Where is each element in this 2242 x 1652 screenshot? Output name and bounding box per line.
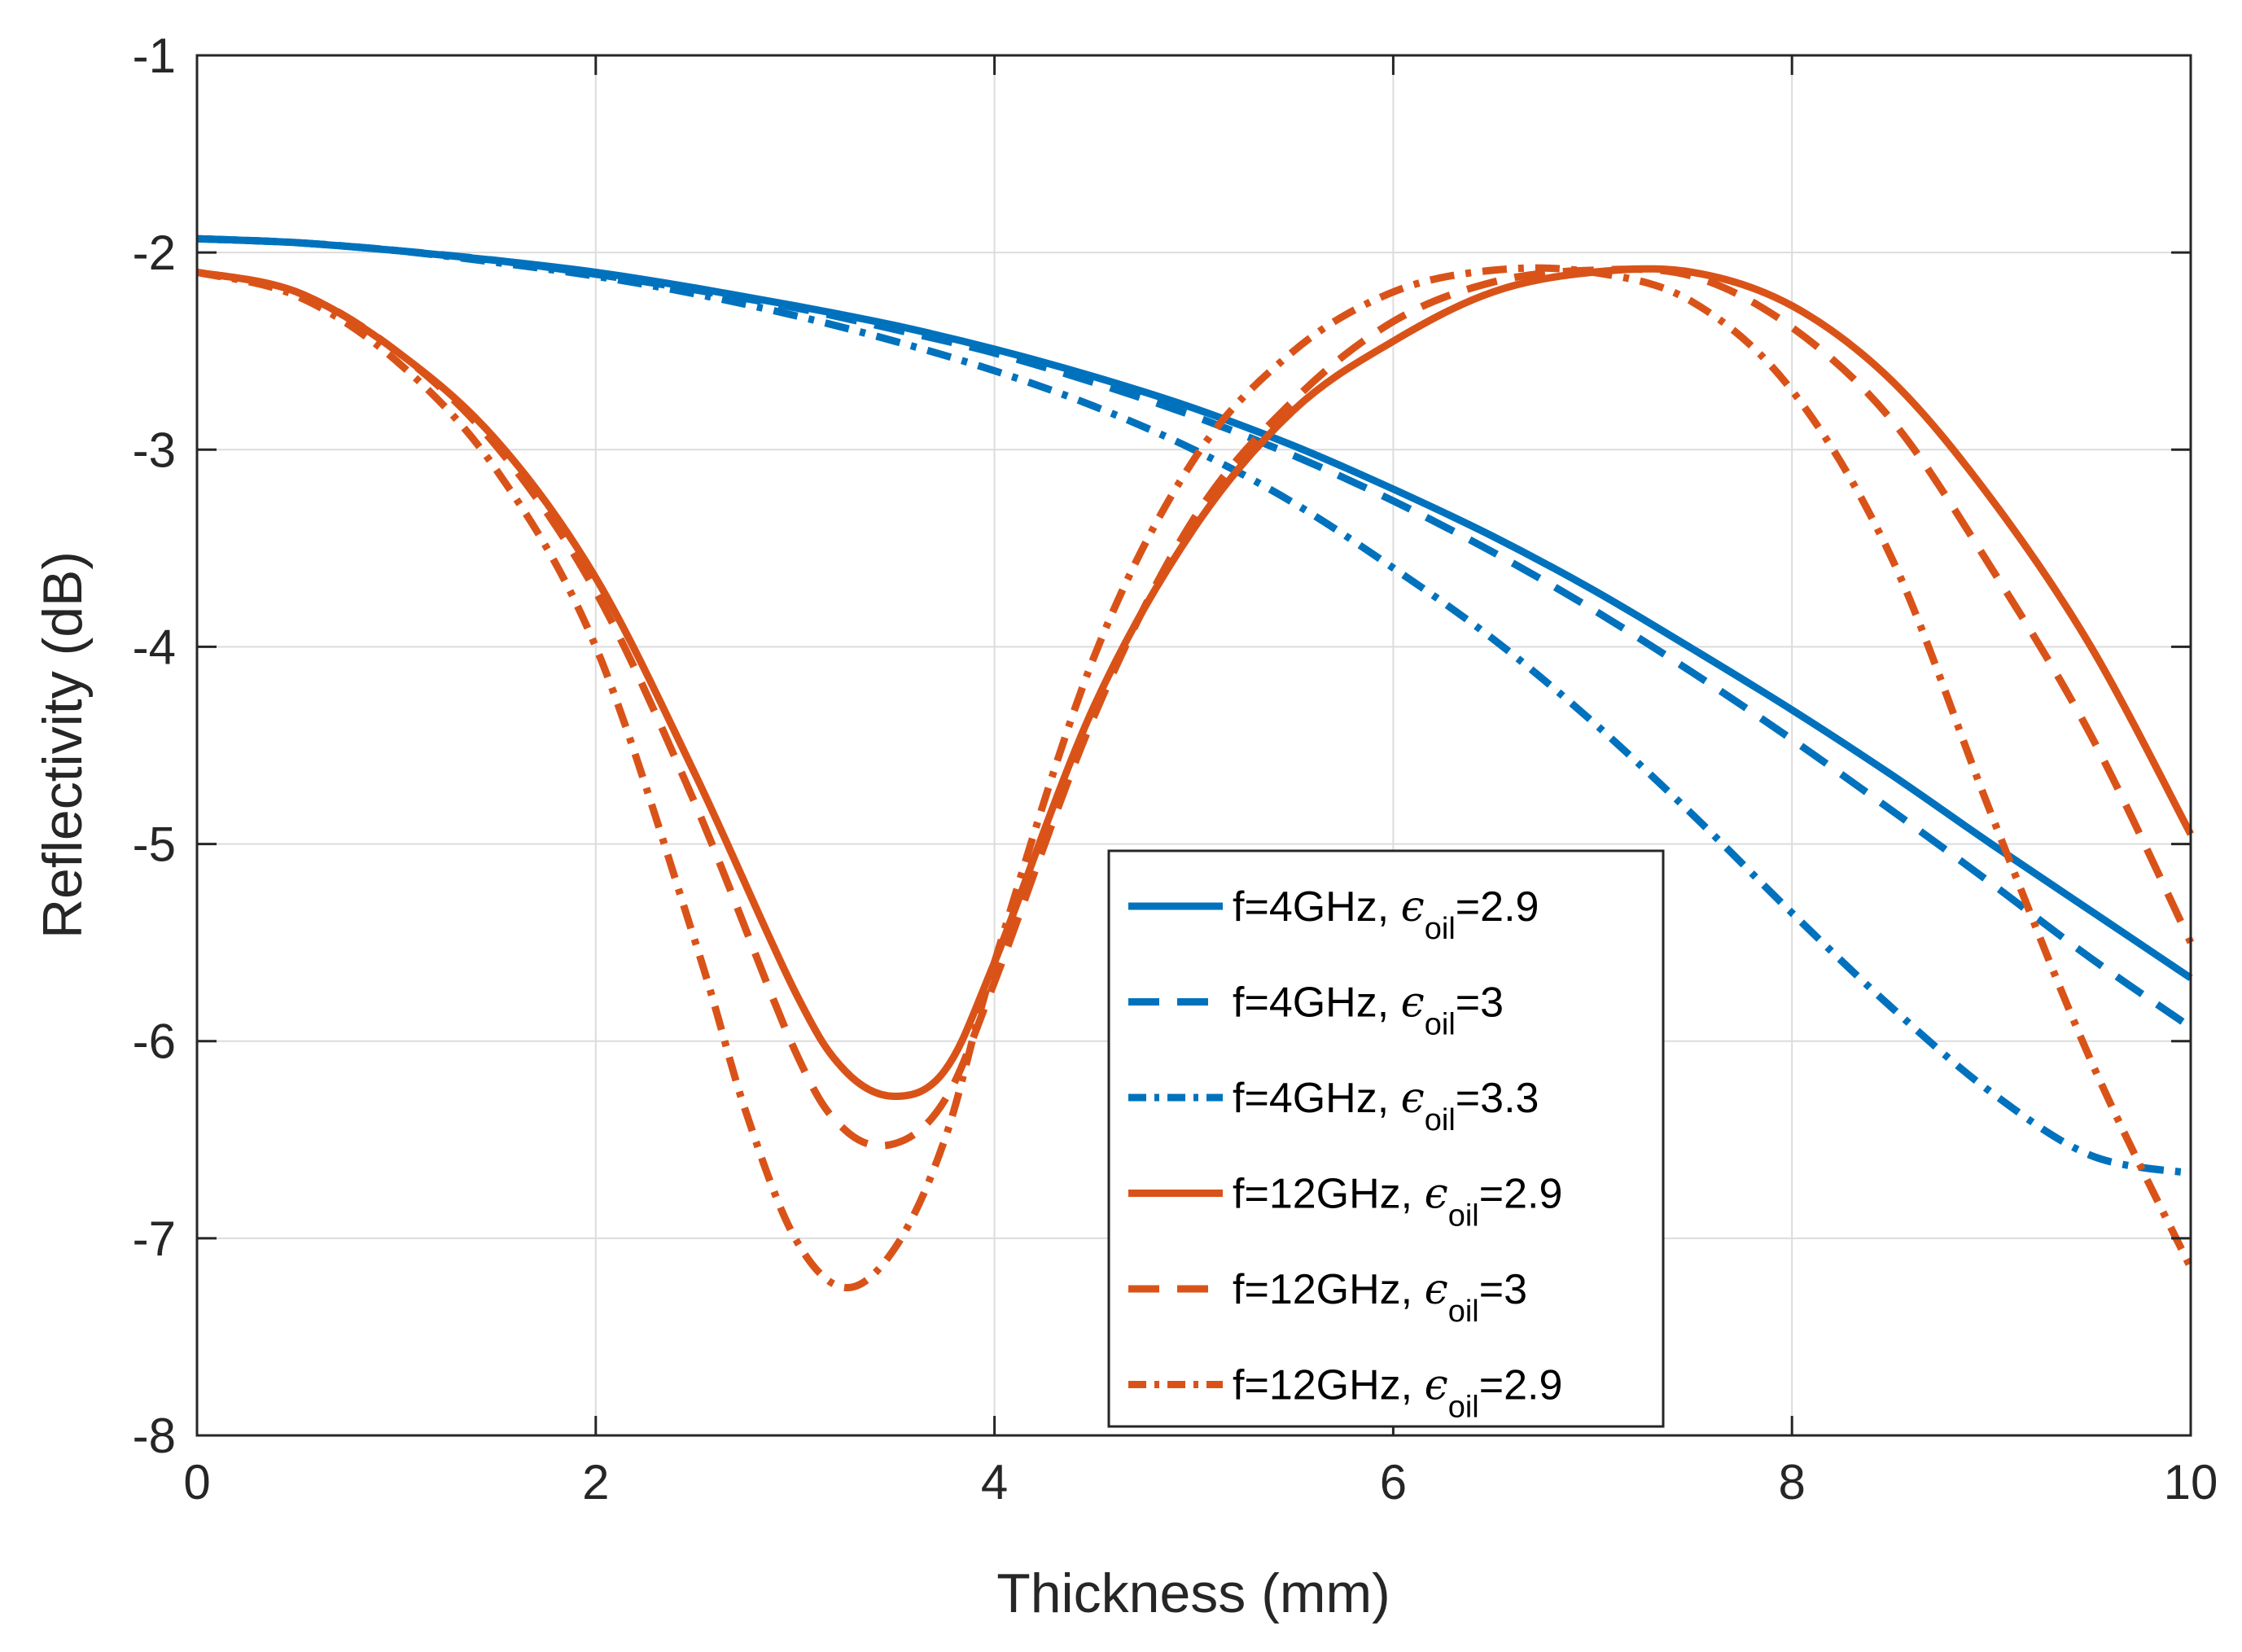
series-layer (195, 234, 2195, 1291)
x-tick-label: 10 (2164, 1455, 2218, 1510)
legend-entry: f=4GHz, ϵoil=2.9 (1128, 883, 1539, 946)
legend-label: f=4GHz, ϵoil=2.9 (1233, 883, 1539, 946)
legend-entry: f=4GHz, ϵoil=3 (1128, 979, 1504, 1042)
y-tick-label: -2 (133, 226, 176, 280)
y-tick-label: -3 (133, 423, 176, 477)
legend-box (1107, 849, 1665, 1428)
y-tick-label: -1 (133, 28, 176, 83)
legend-entry: f=12GHz, ϵoil=2.9 (1128, 1361, 1562, 1425)
legend-label: f=12GHz, ϵoil=2.9 (1233, 1361, 1562, 1425)
ticks (195, 54, 2192, 1437)
x-tick-label: 2 (582, 1455, 609, 1510)
y-axis-title: Reflectivity (dB) (32, 551, 94, 939)
legend-entry: f=12GHz, ϵoil=2.9 (1128, 1170, 1562, 1234)
legend-label: f=12GHz, ϵoil=3 (1233, 1265, 1527, 1329)
axes-box (195, 54, 2192, 1437)
x-tick-label: 8 (1779, 1455, 1806, 1510)
series-line-5 (196, 265, 2195, 1150)
tick-labels: 0 2 4 6 8 10 -1 -2 -3 -4 -5 -6 -7 -8 (133, 28, 2218, 1510)
legend: f=4GHz, ϵoil=2.9 f=4GHz, ϵoil=3 f=4GHz, ϵo… (1107, 849, 1665, 1428)
legend-entry: f=12GHz, ϵoil=3 (1128, 1265, 1527, 1329)
x-tick-label: 4 (981, 1455, 1008, 1510)
series-line-3 (196, 234, 2192, 1177)
series-line-2 (196, 234, 2193, 1031)
x-tick-label: 6 (1380, 1455, 1407, 1510)
grid (197, 55, 2191, 1435)
legend-label: f=4GHz, ϵoil=3 (1233, 979, 1504, 1042)
y-tick-label: -7 (133, 1212, 176, 1266)
y-tick-label: -5 (133, 817, 176, 872)
x-axis-title: Thickness (mm) (996, 1562, 1390, 1624)
series-line-4 (196, 265, 2194, 1100)
y-tick-label: -8 (133, 1409, 176, 1463)
y-tick-label: -6 (133, 1014, 176, 1069)
legend-entry: f=4GHz, ϵoil=3.3 (1128, 1074, 1539, 1137)
y-tick-label: -4 (133, 620, 176, 674)
x-tick-label: 0 (183, 1455, 210, 1510)
legend-label: f=12GHz, ϵoil=2.9 (1233, 1170, 1562, 1234)
legend-label: f=4GHz, ϵoil=3.3 (1233, 1074, 1539, 1137)
